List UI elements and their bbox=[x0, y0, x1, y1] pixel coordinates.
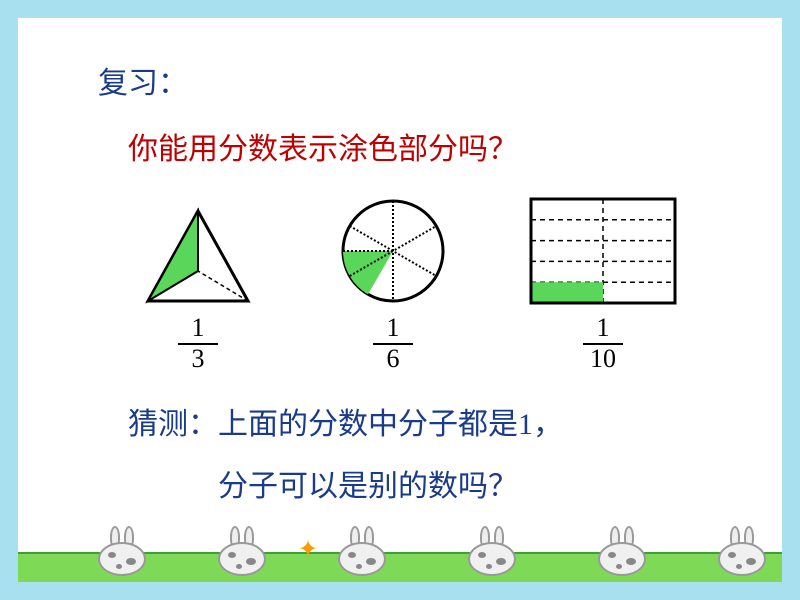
content-area: 复习： 你能用分数表示涂色部分吗？ 1 3 bbox=[18, 18, 782, 582]
numerator: 1 bbox=[381, 314, 406, 343]
denominator: 6 bbox=[381, 345, 406, 374]
circle-icon bbox=[338, 196, 448, 306]
rect-icon bbox=[528, 196, 678, 306]
triangle-icon bbox=[138, 206, 258, 306]
fraction-1-3: 1 3 bbox=[178, 314, 218, 373]
slide-frame: 复习： 你能用分数表示涂色部分吗？ 1 3 bbox=[0, 0, 800, 600]
shape-circle: 1 6 bbox=[338, 196, 448, 373]
guess-line-1: 猜测：上面的分数中分子都是1， bbox=[128, 399, 722, 443]
numerator: 1 bbox=[186, 314, 211, 343]
shapes-row: 1 3 1 6 bbox=[138, 196, 722, 373]
fraction-1-6: 1 6 bbox=[373, 314, 413, 373]
fraction-1-10: 1 10 bbox=[583, 314, 623, 373]
main-question: 你能用分数表示涂色部分吗？ bbox=[128, 124, 722, 168]
denominator: 10 bbox=[584, 345, 622, 374]
guess-line-2: 分子可以是别的数吗？ bbox=[218, 461, 722, 505]
review-title: 复习： bbox=[98, 58, 722, 102]
shape-rectangle: 1 10 bbox=[528, 196, 678, 373]
shape-triangle: 1 3 bbox=[138, 206, 258, 373]
numerator: 1 bbox=[591, 314, 616, 343]
denominator: 3 bbox=[186, 345, 211, 374]
